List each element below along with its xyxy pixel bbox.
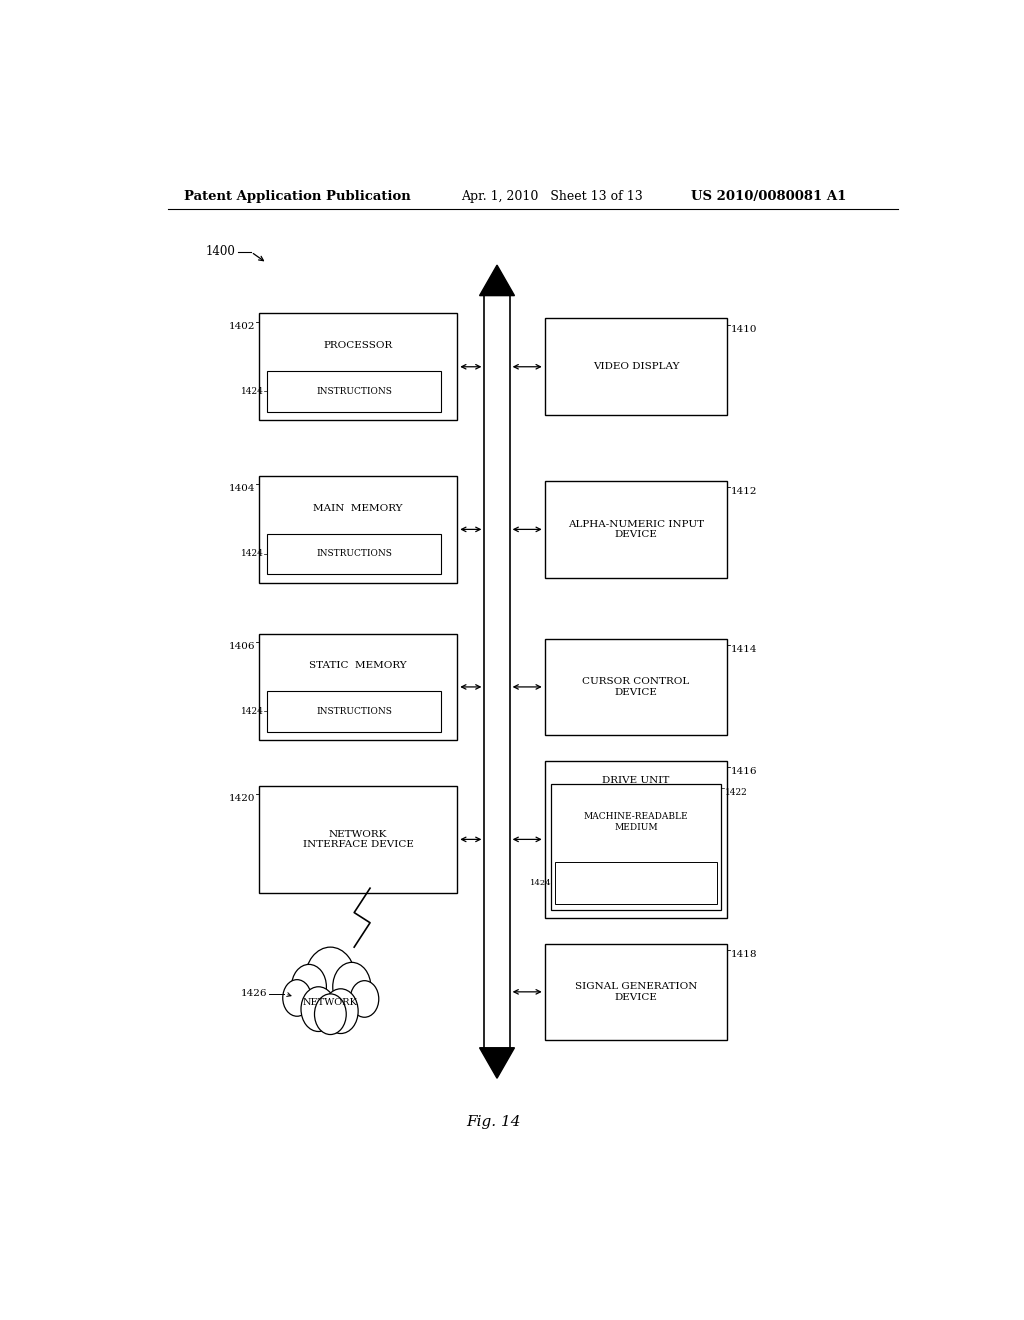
- Circle shape: [324, 989, 358, 1034]
- Text: ALPHA-NUMERIC INPUT
DEVICE: ALPHA-NUMERIC INPUT DEVICE: [568, 520, 703, 539]
- Text: 1418: 1418: [731, 949, 758, 958]
- Text: US 2010/0080081 A1: US 2010/0080081 A1: [691, 190, 847, 202]
- Circle shape: [305, 948, 355, 1012]
- Text: 1406: 1406: [228, 642, 255, 651]
- Text: 1424: 1424: [530, 879, 552, 887]
- Text: 1416: 1416: [731, 767, 758, 776]
- Polygon shape: [479, 265, 514, 296]
- Text: 1426: 1426: [241, 990, 267, 998]
- Text: STATIC  MEMORY: STATIC MEMORY: [309, 661, 407, 671]
- Circle shape: [292, 965, 327, 1008]
- Text: INSTRUCTIONS: INSTRUCTIONS: [316, 708, 392, 715]
- Bar: [545, 760, 727, 919]
- Text: INSTRUCTIONS: INSTRUCTIONS: [600, 879, 672, 887]
- Text: 1424: 1424: [241, 387, 264, 396]
- Text: MAIN  MEMORY: MAIN MEMORY: [313, 503, 402, 512]
- Text: INSTRUCTIONS: INSTRUCTIONS: [316, 387, 392, 396]
- Circle shape: [350, 981, 379, 1018]
- Text: CURSOR CONTROL
DEVICE: CURSOR CONTROL DEVICE: [583, 677, 689, 697]
- Text: 1410: 1410: [731, 325, 758, 334]
- Bar: [555, 862, 717, 904]
- Text: Apr. 1, 2010   Sheet 13 of 13: Apr. 1, 2010 Sheet 13 of 13: [461, 190, 643, 202]
- Text: 1422: 1422: [725, 788, 748, 797]
- Bar: [551, 784, 721, 911]
- Text: 1414: 1414: [731, 644, 758, 653]
- Text: PROCESSOR: PROCESSOR: [324, 341, 393, 350]
- Text: VIDEO DISPLAY: VIDEO DISPLAY: [593, 362, 679, 371]
- Bar: [545, 318, 727, 414]
- Text: DRIVE UNIT: DRIVE UNIT: [602, 776, 670, 785]
- Text: 1424: 1424: [241, 708, 264, 715]
- Bar: [259, 785, 458, 892]
- Bar: [259, 634, 458, 741]
- Text: SIGNAL GENERATION
DEVICE: SIGNAL GENERATION DEVICE: [574, 982, 697, 1002]
- Bar: [545, 480, 727, 578]
- Circle shape: [314, 994, 346, 1035]
- Bar: [267, 533, 441, 574]
- Text: MACHINE-READABLE
MEDIUM: MACHINE-READABLE MEDIUM: [584, 812, 688, 832]
- Circle shape: [301, 987, 336, 1031]
- Text: 1402: 1402: [228, 322, 255, 330]
- Bar: [259, 313, 458, 420]
- Bar: [267, 371, 441, 412]
- Text: 1404: 1404: [228, 484, 255, 494]
- Text: NETWORK
INTERFACE DEVICE: NETWORK INTERFACE DEVICE: [303, 830, 414, 849]
- Bar: [259, 477, 458, 582]
- Text: INSTRUCTIONS: INSTRUCTIONS: [316, 549, 392, 558]
- Text: 1424: 1424: [241, 549, 264, 558]
- Text: 1412: 1412: [731, 487, 758, 496]
- Text: 1420: 1420: [228, 795, 255, 803]
- Circle shape: [283, 979, 311, 1016]
- Text: Fig. 14: Fig. 14: [466, 1115, 520, 1129]
- Text: 1400: 1400: [205, 246, 236, 259]
- Bar: [545, 944, 727, 1040]
- Polygon shape: [479, 1048, 514, 1078]
- Text: Patent Application Publication: Patent Application Publication: [183, 190, 411, 202]
- Text: NETWORK: NETWORK: [303, 998, 357, 1007]
- Circle shape: [333, 962, 371, 1011]
- Bar: [545, 639, 727, 735]
- Bar: [267, 692, 441, 731]
